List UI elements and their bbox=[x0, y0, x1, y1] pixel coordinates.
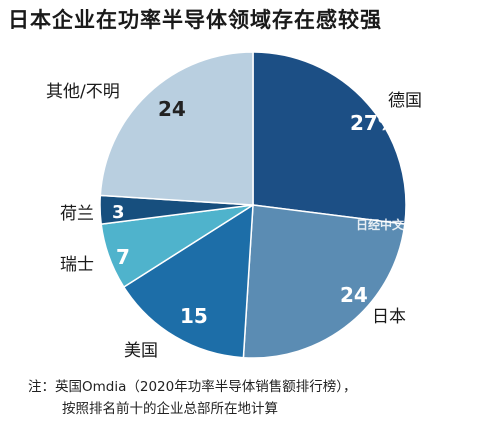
footnote-line-1: 注：英国Omdia（2020年功率半导体销售额排行榜）， bbox=[28, 379, 357, 395]
slice-value-label-5: 24 bbox=[158, 97, 186, 121]
slice-value-label-0: 27% bbox=[350, 111, 398, 135]
footnote: 注：英国Omdia（2020年功率半导体销售额排行榜）， 按照排名前十的企业总部… bbox=[28, 376, 356, 420]
chart-title: 日本企业在功率半导体领域存在感较强 bbox=[8, 8, 382, 32]
slice-category-label-0: 德国 bbox=[388, 91, 422, 111]
footnote-line-2: 按照排名前十的企业总部所在地计算 bbox=[62, 401, 278, 417]
pie-slice-2 bbox=[122, 203, 254, 359]
pie-slice-1 bbox=[242, 204, 406, 359]
slice-category-label-1: 日本 bbox=[372, 307, 406, 327]
slice-category-label-5: 其他/不明 bbox=[46, 82, 120, 102]
slice-category-label-3: 瑞士 bbox=[60, 255, 94, 275]
slice-category-label-4: 荷兰 bbox=[60, 204, 94, 224]
pie-slice-0 bbox=[252, 51, 407, 226]
slice-value-label-1: 24 bbox=[340, 283, 368, 307]
slice-value-label-3: 7 bbox=[116, 245, 130, 269]
slice-value-label-2: 15 bbox=[180, 304, 208, 328]
slice-category-label-2: 美国 bbox=[124, 341, 158, 361]
slice-value-label-4: 3 bbox=[112, 202, 125, 223]
pie-slice-5 bbox=[99, 51, 254, 206]
watermark: 日经中文网 bbox=[356, 217, 416, 232]
